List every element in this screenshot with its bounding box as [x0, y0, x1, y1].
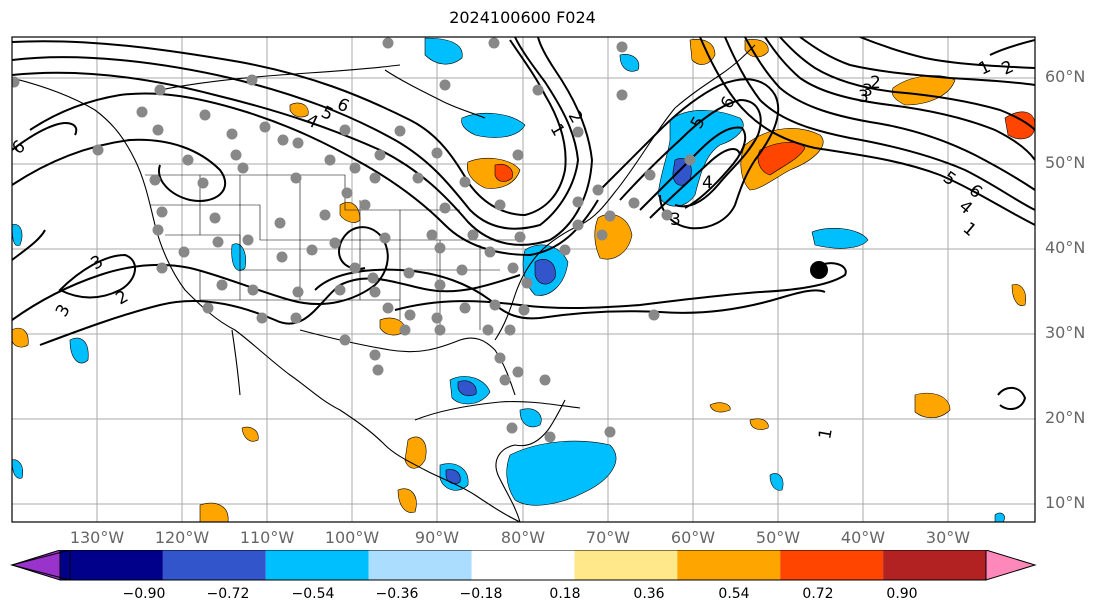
lon-label: 30°W: [925, 528, 971, 547]
contour-label: 2: [870, 73, 881, 93]
lon-label: 80°W: [500, 528, 546, 547]
orange-region: [12, 327, 29, 348]
blue-region: [12, 459, 23, 479]
colorbar-tick: 0.72: [802, 586, 834, 602]
blue-region: [445, 469, 461, 485]
blue-region: [519, 408, 542, 428]
lon-label: 120°W: [154, 528, 210, 547]
lat-label: 40°N: [1045, 238, 1086, 257]
contour-label: 3: [862, 81, 873, 101]
blue-region: [619, 54, 640, 72]
blue-region: [424, 37, 463, 65]
contour-label: 1: [815, 427, 837, 441]
lon-label: 50°W: [755, 528, 801, 547]
colorbar-segment: [60, 550, 163, 580]
colorbar-tick: −0.72: [206, 586, 250, 602]
colorbar-tick: 0.90: [886, 586, 918, 602]
blue-region: [461, 113, 526, 138]
lon-label: 110°W: [239, 528, 295, 547]
orange-region: [241, 426, 259, 442]
colorbar-segment: [265, 550, 369, 580]
orange-region: [1011, 284, 1026, 306]
lat-label: 50°N: [1045, 153, 1086, 172]
blue-region: [811, 227, 869, 249]
colorbar-segment: [677, 550, 781, 580]
blue-region: [69, 337, 89, 364]
contour-lines: [12, 37, 1035, 411]
map-svg: 6 5 4 3 2 1 6 5 4 3 2 1 6 5 4 3 2 1 3 2 …: [11, 36, 1036, 523]
orange-region: [289, 102, 309, 118]
blue-region: [231, 243, 246, 271]
orange-region: [404, 436, 427, 469]
colorbar-segment: [471, 550, 575, 580]
lat-label: 30°N: [1045, 323, 1086, 342]
map-title: 2024100600 F024: [449, 8, 596, 27]
lon-label: 40°W: [840, 528, 886, 547]
orange-region: [744, 39, 769, 58]
orange-region: [891, 75, 956, 106]
colorbar-segment: [883, 550, 986, 580]
contour-label: 3: [670, 210, 681, 230]
colorbar-tick: −0.54: [291, 586, 335, 602]
colorbar-frame: [59, 550, 987, 581]
colorbar-tick: −0.36: [375, 586, 419, 602]
lon-label: 60°W: [670, 528, 716, 547]
lat-label: 60°N: [1045, 67, 1086, 86]
colorbar-tick: −0.90: [122, 586, 166, 602]
colorbar-tick: 0.18: [549, 586, 581, 602]
colorbar-outline-left: [10, 550, 71, 581]
lon-label: 130°W: [69, 528, 125, 547]
shaded-regions: [12, 37, 1035, 522]
blue-region: [534, 258, 556, 285]
colorbar-segment: [162, 550, 266, 580]
orange-region: [749, 418, 769, 430]
orange-region: [709, 402, 731, 413]
colorbar-extend-right: [985, 550, 1037, 581]
blue-region: [506, 440, 617, 506]
blue-region: [769, 473, 784, 491]
colorbar-segment: [780, 550, 884, 580]
lon-label: 100°W: [324, 528, 380, 547]
colorbar-segment: [368, 550, 472, 580]
blue-region: [994, 512, 1005, 522]
colorbar-tick: −0.18: [459, 586, 503, 602]
blue-region: [457, 380, 477, 397]
red-region: [494, 163, 513, 182]
lon-label: 90°W: [414, 528, 460, 547]
red-region: [757, 141, 806, 176]
storm-center-marker: [810, 261, 828, 279]
colorbar-tick: 0.36: [633, 586, 665, 602]
orange-region: [199, 502, 229, 522]
orange-region: [397, 488, 417, 513]
orange-region: [594, 214, 633, 260]
lat-label: 20°N: [1045, 408, 1086, 427]
lon-label: 70°W: [585, 528, 631, 547]
colorbar-tick: 0.54: [718, 586, 750, 602]
colorbar-segment: [574, 550, 678, 580]
station-markers: [12, 37, 696, 443]
orange-region: [914, 392, 951, 419]
contour-label: 3: [858, 87, 869, 107]
contour-label: 4: [702, 173, 713, 193]
colorbar: [10, 550, 1037, 581]
map-frame: [11, 36, 1036, 523]
lat-label: 10°N: [1045, 493, 1086, 512]
map-panel: 6 5 4 3 2 1 6 5 4 3 2 1 6 5 4 3 2 1 3 2 …: [11, 36, 1036, 523]
